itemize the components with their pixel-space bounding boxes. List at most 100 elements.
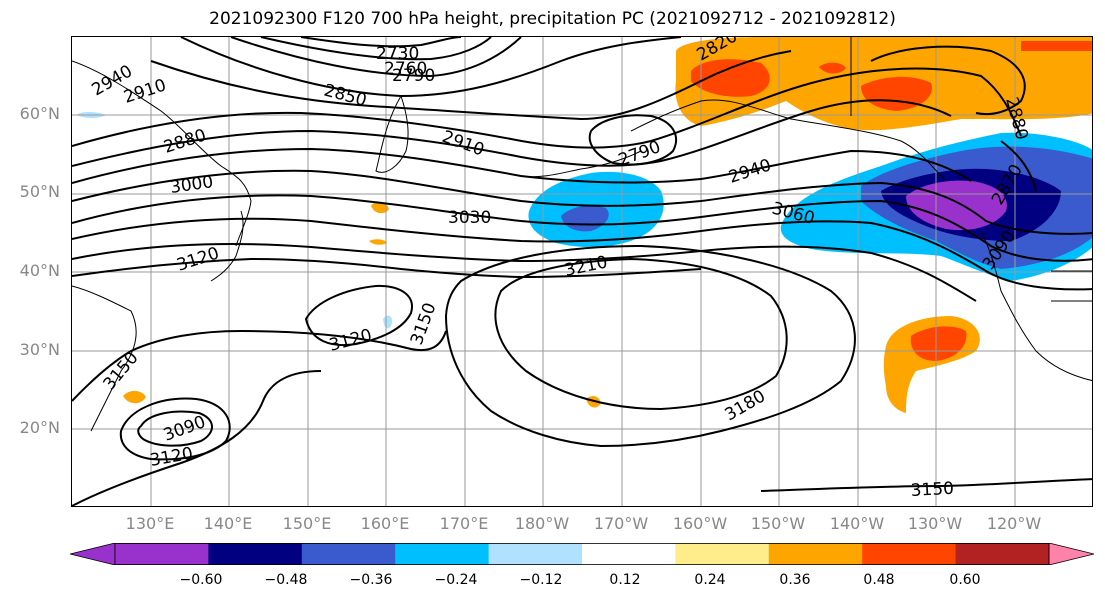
coastlines xyxy=(72,37,1092,432)
contour-label: 2790 xyxy=(616,137,663,171)
colorbar-segment xyxy=(582,543,676,565)
colorbar-tick-label: −0.24 xyxy=(434,572,478,588)
contour-2820-east xyxy=(870,45,1026,116)
colorbar-segment xyxy=(301,543,396,565)
map-canvas: 2730 2760 2790 2820 2850 2880 2910 2940 … xyxy=(72,37,1092,506)
coast-alaska xyxy=(630,99,947,182)
map-panel[interactable]: 2730 2760 2790 2820 2850 2880 2910 2940 … xyxy=(71,36,1093,507)
shade-small-pos-4 xyxy=(123,390,146,404)
colorbar-segment xyxy=(115,543,209,565)
lat-label-40n: 40°N xyxy=(19,261,60,280)
contour-3120-island xyxy=(304,284,413,346)
lat-label-20n: 20°N xyxy=(19,418,60,437)
colorbar-tick-label: 0.60 xyxy=(949,572,981,588)
contour-3090-sw xyxy=(137,410,213,447)
colorbar-tick-label: 0.36 xyxy=(779,572,811,588)
coast-japan xyxy=(210,210,244,282)
contour-2730 xyxy=(300,37,462,48)
contour-3210 xyxy=(494,257,788,411)
lon-label-170w: 170°W xyxy=(593,514,649,533)
colorbar-segment xyxy=(675,543,770,565)
contour-label: 3120 xyxy=(174,243,221,275)
contour-label: 3210 xyxy=(563,252,609,281)
shade-ne-pos-red1 xyxy=(691,59,770,97)
colorbar-outline xyxy=(114,543,1050,565)
coast-asia-north xyxy=(72,60,252,247)
shade-ne-pos-darkred xyxy=(1021,41,1092,51)
coast-na-west xyxy=(980,230,1092,382)
map-title: 2021092300 F120 700 hPa height, precipit… xyxy=(209,9,896,29)
coast-korea-china xyxy=(72,285,137,432)
colorbar-segment xyxy=(488,543,583,565)
lat-label-60n: 60°N xyxy=(19,104,60,123)
colorbar-tick-label: −0.36 xyxy=(349,572,393,588)
lon-label-140e: 140°E xyxy=(203,514,253,533)
colorbar-segment xyxy=(768,543,863,565)
shade-island-neg-small xyxy=(383,315,393,329)
contour-2910 xyxy=(72,99,952,167)
contour-label: 2850 xyxy=(322,81,369,112)
contour-2760 xyxy=(260,37,492,61)
lon-label-150e: 150°E xyxy=(282,514,332,533)
contour-3000 xyxy=(72,169,1092,235)
colorbar-tick-label: −0.48 xyxy=(264,572,308,588)
lon-label-130e: 130°E xyxy=(125,514,175,533)
contour-2790-north xyxy=(230,37,522,78)
contour-label: 3150 xyxy=(100,348,143,394)
contour-label: 2940 xyxy=(726,155,773,187)
contour-3120 xyxy=(72,257,702,279)
lat-label-30n: 30°N xyxy=(19,340,60,359)
colorbar-extend-low xyxy=(70,543,116,565)
coast-aleutians xyxy=(520,150,642,178)
lon-label-150w: 150°W xyxy=(750,514,806,533)
contour-3060 xyxy=(72,217,1092,291)
lon-label-180w: 180°W xyxy=(514,514,570,533)
contour-2940 xyxy=(72,147,972,184)
colorbar-segment xyxy=(862,543,957,565)
shade-ne-pos-red2 xyxy=(861,76,932,111)
colorbar-tick-label: −0.60 xyxy=(179,572,223,588)
contour-2880 xyxy=(72,67,1022,149)
lon-label-120w: 120°W xyxy=(986,514,1042,533)
coast-na-interior xyxy=(1051,270,1092,302)
contour-2820 xyxy=(180,37,682,98)
shade-ne-pos-red3 xyxy=(819,62,846,74)
contour-2870-east xyxy=(1000,140,1037,192)
lon-label-130w: 130°W xyxy=(907,514,963,533)
colorbar-tick-label: −0.12 xyxy=(519,572,563,588)
contour-3150-sw-outer xyxy=(72,370,322,506)
contour-3090 xyxy=(72,242,977,302)
contour-label: 2910 xyxy=(439,127,486,161)
lon-label-170e: 170°E xyxy=(439,514,489,533)
lat-label-50n: 50°N xyxy=(19,182,60,201)
contour-2850 xyxy=(150,50,792,121)
contour-label: 2880 xyxy=(161,125,208,157)
contour-label: 2760 xyxy=(384,59,427,79)
contour-3030 xyxy=(72,194,1092,262)
contour-label: 2730 xyxy=(376,44,419,64)
colorbar-tick-label: 0.24 xyxy=(694,572,726,588)
contour-3150-west xyxy=(72,329,447,402)
contour-label: 3030 xyxy=(448,208,491,228)
contour-label: 2790 xyxy=(392,66,435,86)
colorbar-segment xyxy=(955,543,1050,565)
lon-label-160e: 160°E xyxy=(360,514,410,533)
contour-label: 3150 xyxy=(910,479,954,501)
shade-small-pos-1 xyxy=(371,201,389,214)
lon-label-160w: 160°W xyxy=(672,514,728,533)
colorbar-extend-high xyxy=(1048,543,1094,565)
lon-label-140w: 140°W xyxy=(829,514,885,533)
colorbar-tick-label: 0.48 xyxy=(863,572,895,588)
colorbar-segment xyxy=(395,543,490,565)
shade-small-pos-2 xyxy=(369,239,387,245)
contour-3150-east xyxy=(760,478,1092,492)
contour-3180 xyxy=(444,244,856,448)
height-contours xyxy=(72,37,1092,506)
colorbar-segment xyxy=(208,543,303,565)
colorbar xyxy=(70,543,1094,565)
contour-label: 3120 xyxy=(148,444,194,471)
shade-se-pos-red xyxy=(910,326,967,361)
contour-2790-low xyxy=(588,114,678,166)
positive-precip-shading xyxy=(123,37,1092,413)
colorbar-tick-label: 0.12 xyxy=(609,572,641,588)
